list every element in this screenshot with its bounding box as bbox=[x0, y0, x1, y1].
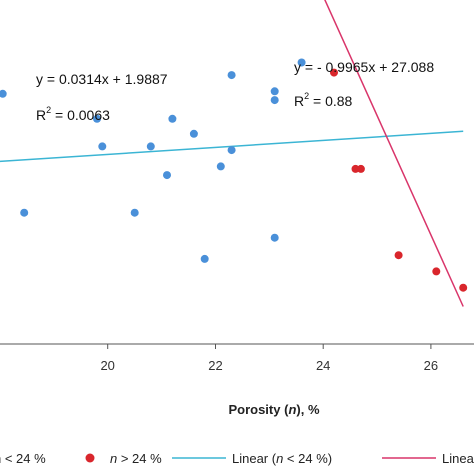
data-point-series1-14 bbox=[270, 87, 279, 96]
data-point-series1-2 bbox=[20, 208, 29, 217]
data-point-series2-6 bbox=[459, 283, 468, 292]
data-point-series1-15 bbox=[270, 96, 279, 105]
fit-line-2 bbox=[324, 0, 464, 307]
data-point-series1-11 bbox=[216, 162, 225, 171]
fit-equation-1: y = 0.0314x + 1.9887 bbox=[36, 71, 168, 87]
data-point-series1-13 bbox=[227, 146, 236, 155]
x-tick-label-22: 22 bbox=[208, 358, 222, 373]
data-point-series1-5 bbox=[130, 208, 139, 217]
legend-label-blue-fit: Linear (n < 24 %) bbox=[232, 451, 332, 466]
data-point-series1-10 bbox=[200, 254, 209, 263]
data-points-layer bbox=[0, 58, 468, 292]
fit-r2-2: R2 = 0.88 bbox=[294, 91, 353, 109]
data-point-series1-12 bbox=[227, 71, 236, 80]
legend-entry-red-points: n > 24 % bbox=[85, 451, 162, 466]
legend-entry-blue-fit: Linear (n < 24 %) bbox=[172, 451, 332, 466]
data-point-series1-3 bbox=[93, 114, 101, 123]
legend-label-blue-points: n < 24 % bbox=[0, 451, 46, 466]
data-point-series1-7 bbox=[163, 171, 171, 180]
fit-r2-1: R2 = 0.0063 bbox=[36, 105, 110, 123]
legend-entry-red-fit: Linea bbox=[382, 451, 474, 466]
legend: n < 24 % n > 24 % Linear (n < 24 %) Line… bbox=[0, 451, 474, 466]
data-point-series2-3 bbox=[356, 164, 365, 173]
x-tick-label-24: 24 bbox=[316, 358, 330, 373]
data-point-series1-4 bbox=[98, 142, 107, 151]
legend-marker-red-point bbox=[85, 453, 95, 463]
data-point-series1-1 bbox=[0, 89, 7, 98]
data-point-series1-6 bbox=[146, 142, 155, 151]
x-tick-label-20: 20 bbox=[100, 358, 114, 373]
legend-entry-blue-points: n < 24 % bbox=[0, 451, 46, 466]
data-point-series2-1 bbox=[330, 68, 338, 77]
data-point-series1-9 bbox=[189, 129, 198, 138]
data-point-series1-8 bbox=[168, 114, 177, 123]
legend-label-red-points: n > 24 % bbox=[110, 451, 162, 466]
x-axis-label: Porosity (n), % bbox=[228, 402, 319, 417]
legend-label-red-fit: Linea bbox=[442, 451, 474, 466]
data-point-series2-5 bbox=[432, 267, 441, 276]
x-tick-label-26: 26 bbox=[424, 358, 438, 373]
data-point-series2-4 bbox=[394, 251, 403, 260]
x-ticks-layer: 20 22 24 26 bbox=[100, 344, 438, 373]
data-point-series1-16 bbox=[270, 233, 279, 242]
data-point-series1-17 bbox=[297, 58, 306, 67]
fit-equation-2: y = - 0.9965x + 27.088 bbox=[294, 59, 434, 75]
